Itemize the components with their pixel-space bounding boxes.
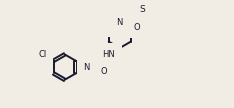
Text: S: S: [139, 5, 145, 14]
Text: HN: HN: [102, 50, 115, 59]
Text: N: N: [117, 18, 123, 27]
Text: Cl: Cl: [38, 50, 47, 59]
Text: O: O: [101, 67, 107, 76]
Text: O: O: [134, 23, 140, 32]
Text: N: N: [84, 63, 90, 72]
